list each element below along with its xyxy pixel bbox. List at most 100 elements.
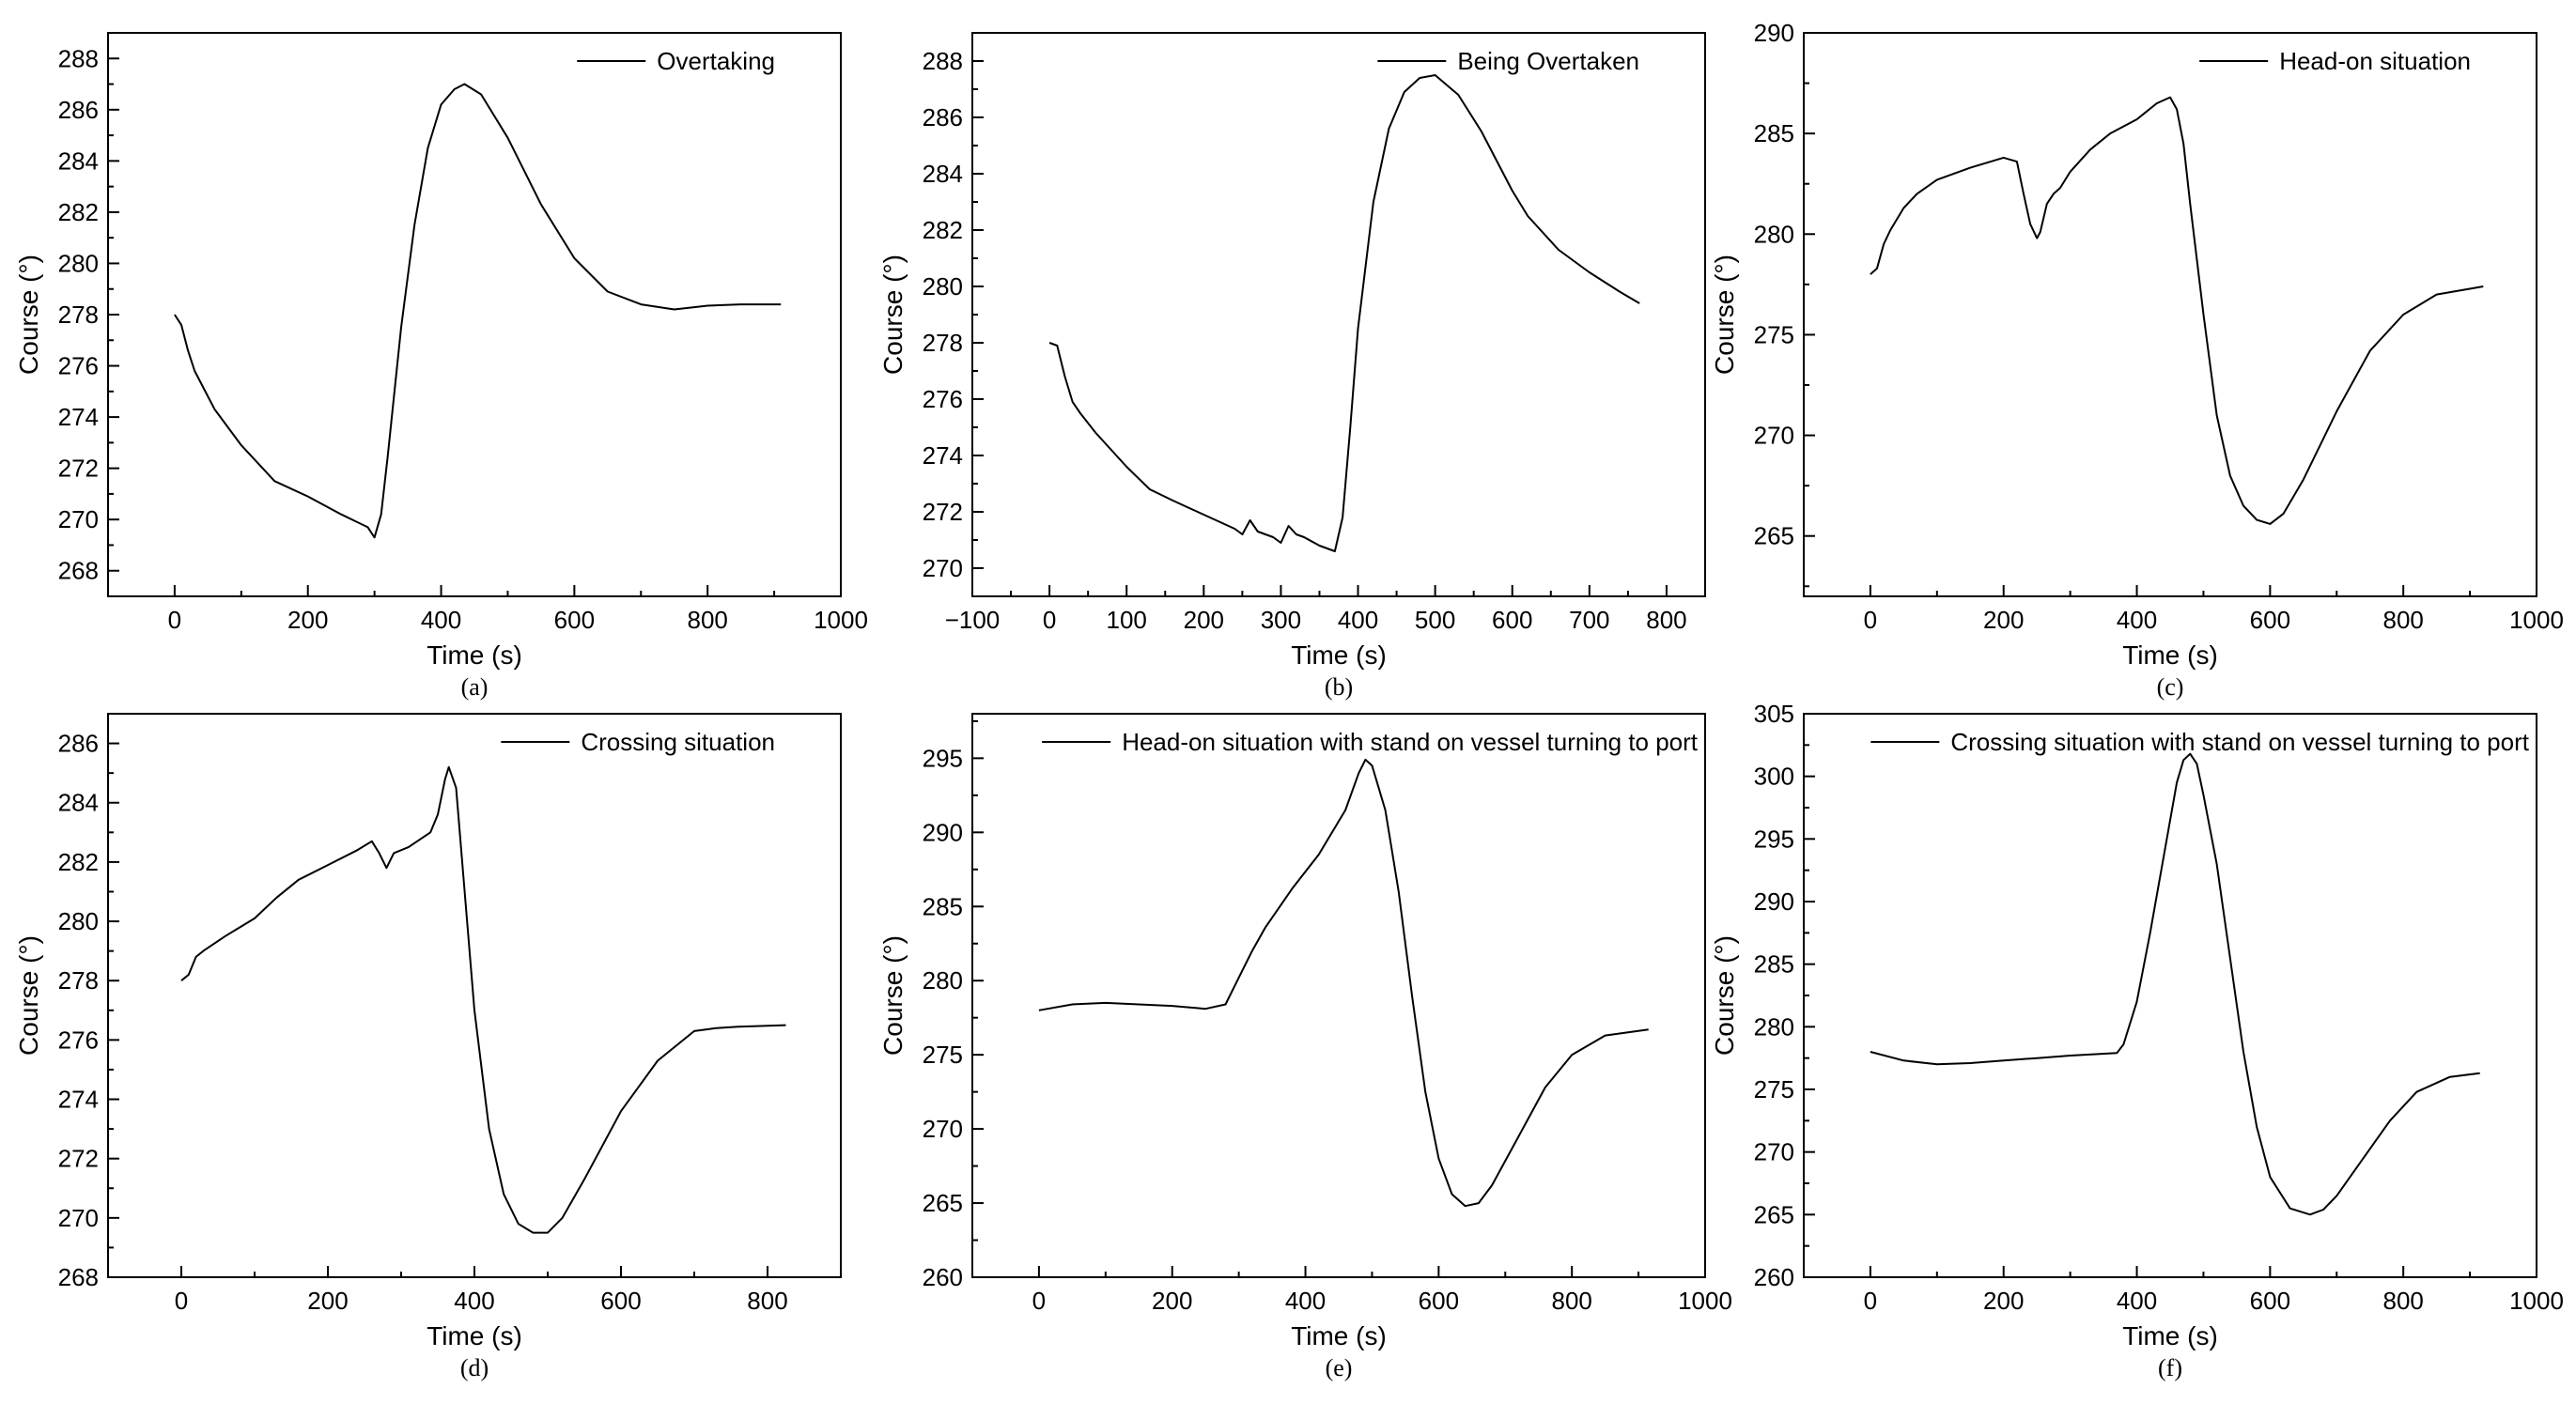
y-tick-label: 288 [923, 47, 963, 75]
y-tick-label: 265 [1754, 522, 1794, 550]
y-tick-label: 282 [58, 198, 99, 226]
y-tick-label: 275 [1754, 1075, 1794, 1103]
x-tick-label: 400 [421, 606, 461, 634]
y-axis-label: Course (°) [1710, 255, 1739, 375]
x-tick-label: 1000 [1678, 1287, 1732, 1315]
x-tick-label: 600 [600, 1287, 641, 1315]
y-tick-label: 280 [923, 272, 963, 301]
y-tick-label: 260 [1754, 1263, 1794, 1291]
y-tick-label: 275 [923, 1041, 963, 1069]
x-tick-label: 700 [1569, 606, 1609, 634]
y-tick-label: 274 [58, 403, 99, 431]
y-tick-label: 282 [58, 848, 99, 876]
series-line [1870, 96, 2484, 525]
chart-panel-5: 0 200 400 600 800 1000 260 265 270 275 280 285 290 29… [878, 713, 1732, 1381]
series-line [174, 83, 782, 539]
y-tick-label: 290 [1754, 887, 1794, 916]
y-axis-label: Course (°) [878, 935, 908, 1056]
y-tick-label: 274 [58, 1086, 99, 1114]
x-axis-label: Time (s) [1291, 640, 1387, 670]
chart-panel-4: 0 200 400 600 800 268 270 272 274 276 278 280 282 284… [14, 713, 842, 1381]
y-tick-label: 280 [1754, 220, 1794, 248]
y-tick-label: 276 [58, 1026, 99, 1054]
panel-caption: (b) [1325, 673, 1353, 701]
plot-frame [107, 32, 842, 597]
series-line [1038, 758, 1649, 1208]
y-tick-label: 272 [58, 455, 99, 483]
x-tick-label: 100 [1107, 606, 1147, 634]
x-tick-label: 200 [307, 1287, 348, 1315]
x-tick-label: 400 [2117, 606, 2157, 634]
y-tick-label: 286 [58, 730, 99, 758]
y-tick-label: 270 [58, 1204, 99, 1232]
x-tick-label: 800 [2382, 606, 2423, 634]
x-tick-label: 200 [1983, 1287, 2024, 1315]
series-line [1048, 74, 1640, 552]
panel-caption: (a) [461, 673, 489, 701]
x-tick-label: 800 [747, 1287, 787, 1315]
x-axis-label: Time (s) [1291, 1321, 1387, 1350]
x-tick-label: −100 [945, 606, 1001, 634]
x-tick-label: 1000 [2509, 1287, 2564, 1315]
y-tick-label: 270 [58, 505, 99, 533]
x-tick-label: 0 [1032, 1287, 1046, 1315]
x-axis-label: Time (s) [427, 1321, 522, 1350]
y-tick-label: 300 [1754, 763, 1794, 791]
x-tick-label: 300 [1261, 606, 1301, 634]
x-tick-label: 200 [1184, 606, 1224, 634]
y-tick-label: 285 [1754, 950, 1794, 979]
y-tick-label: 285 [923, 892, 963, 920]
x-tick-label: 400 [2117, 1287, 2157, 1315]
y-axis-label: Course (°) [14, 255, 43, 375]
y-tick-label: 282 [923, 216, 963, 244]
y-tick-label: 270 [923, 554, 963, 582]
y-tick-label: 276 [58, 352, 99, 380]
x-tick-label: 0 [1043, 606, 1056, 634]
legend-label: Head-on situation [2279, 47, 2471, 75]
y-tick-label: 284 [58, 789, 99, 817]
y-tick-label: 265 [923, 1189, 963, 1217]
legend-label: Being Overtaken [1457, 47, 1639, 75]
y-tick-label: 285 [1754, 119, 1794, 147]
x-tick-label: 0 [1864, 606, 1877, 634]
y-tick-label: 286 [923, 103, 963, 131]
x-tick-label: 800 [687, 606, 727, 634]
series-line [180, 765, 786, 1234]
x-tick-label: 200 [1152, 1287, 1192, 1315]
y-tick-label: 270 [1754, 1138, 1794, 1166]
panel-caption: (d) [460, 1354, 489, 1381]
y-tick-label: 286 [58, 96, 99, 124]
x-axis-label: Time (s) [2122, 1321, 2218, 1350]
y-tick-label: 290 [923, 818, 963, 846]
y-tick-label: 280 [923, 966, 963, 995]
y-tick-label: 260 [923, 1263, 963, 1291]
y-axis-label: Course (°) [14, 935, 43, 1056]
y-tick-label: 290 [1754, 19, 1794, 47]
x-tick-label: 0 [175, 1287, 188, 1315]
x-tick-label: 600 [554, 606, 595, 634]
y-tick-label: 295 [923, 744, 963, 772]
x-axis-label: Time (s) [2122, 640, 2218, 670]
x-tick-label: 600 [2250, 606, 2290, 634]
y-tick-label: 280 [58, 907, 99, 935]
x-tick-label: 800 [1551, 1287, 1591, 1315]
y-tick-label: 270 [923, 1115, 963, 1143]
y-tick-label: 265 [1754, 1200, 1794, 1228]
x-tick-label: 1000 [814, 606, 868, 634]
x-tick-label: 600 [2250, 1287, 2290, 1315]
y-tick-label: 275 [1754, 320, 1794, 348]
plot-frame [971, 32, 1706, 597]
y-tick-label: 272 [58, 1145, 99, 1173]
x-tick-label: 400 [454, 1287, 494, 1315]
panel-caption: (c) [2157, 673, 2184, 701]
plot-frame [1803, 32, 2537, 597]
legend-label: Overtaking [657, 47, 775, 75]
y-tick-label: 305 [1754, 700, 1794, 728]
chart-panel-1: 0 200 400 600 800 1000 268 270 272 274 276 278 280 28… [14, 32, 868, 701]
x-tick-label: 200 [287, 606, 328, 634]
x-tick-label: 800 [2382, 1287, 2423, 1315]
plot-frame [1803, 713, 2537, 1278]
panel-caption: (f) [2158, 1354, 2182, 1381]
x-tick-label: 400 [1338, 606, 1378, 634]
